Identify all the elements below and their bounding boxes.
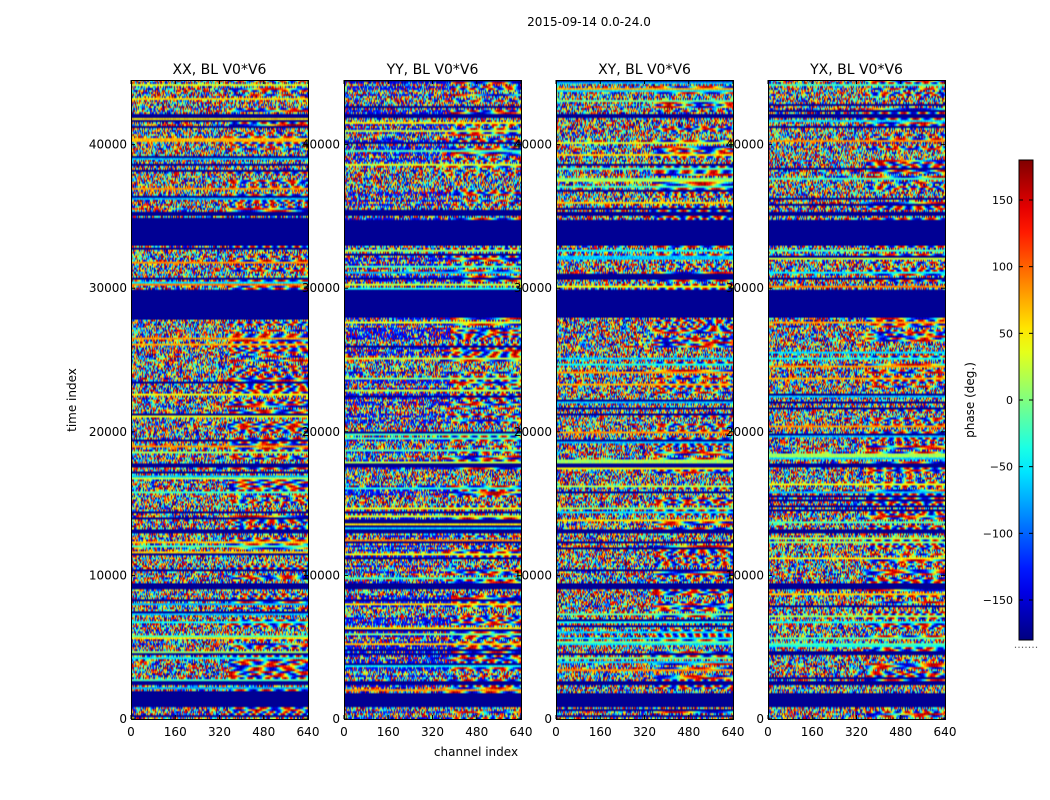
colorbar-tick-label: 50 <box>999 327 1013 340</box>
heatmap-image-yy <box>344 80 521 719</box>
x-tick-label: 320 <box>208 725 231 739</box>
x-tick-label: 0 <box>340 725 348 739</box>
colorbar-label: phase (deg.) <box>963 362 977 438</box>
y-tick-label: 10000 <box>514 568 552 582</box>
x-tick-label: 480 <box>465 725 488 739</box>
panel-xx: XX, BL V0*V6 0 160 320 480 640 0 10000 20000 3000… <box>89 62 320 739</box>
y-tick-label: 20000 <box>726 425 764 439</box>
x-tick-label: 640 <box>722 725 745 739</box>
panel-title: YY, BL V0*V6 <box>386 62 479 78</box>
y-tick-label: 40000 <box>302 138 340 152</box>
y-axis-label: time index <box>65 368 79 432</box>
x-tick-label: 320 <box>845 725 868 739</box>
y-tick-label: 40000 <box>89 138 127 152</box>
x-tick-label: 640 <box>510 725 533 739</box>
y-tick-label: 40000 <box>514 138 552 152</box>
panel-title: XX, BL V0*V6 <box>173 62 267 78</box>
colorbar-tick-label: 100 <box>992 261 1013 274</box>
x-tick-label: 480 <box>889 725 912 739</box>
x-tick-label: 0 <box>764 725 772 739</box>
x-tick-label: 160 <box>801 725 824 739</box>
panel-yy: YY, BL V0*V6 0 160 320 480 640 0 10000 20000 3000… <box>302 62 533 739</box>
y-tick-label: 40000 <box>726 138 764 152</box>
x-tick-label: 0 <box>552 725 560 739</box>
panel-title: YX, BL V0*V6 <box>809 62 903 78</box>
x-tick-label: 640 <box>934 725 957 739</box>
panel-yx: YX, BL V0*V6 0 160 320 480 640 0 10000 20000 3000… <box>726 62 957 739</box>
y-tick-label: 30000 <box>89 281 127 295</box>
x-tick-label: 160 <box>589 725 612 739</box>
heatmap-image-xy <box>556 80 733 719</box>
figure-suptitle: 2015-09-14 0.0-24.0 <box>527 15 651 29</box>
x-tick-label: 0 <box>127 725 135 739</box>
heatmap-image-yx <box>768 80 945 719</box>
y-tick-label: 10000 <box>726 568 764 582</box>
heatmap-image-xx <box>131 80 308 719</box>
colorbar-tick-label: 0 <box>1006 394 1013 407</box>
colorbar-tick-label: −150 <box>983 594 1013 607</box>
x-tick-label: 480 <box>677 725 700 739</box>
panel-xy: XY, BL V0*V6 0 160 320 480 640 0 10000 20000 3000… <box>514 62 745 739</box>
x-tick-label: 320 <box>421 725 444 739</box>
colorbar-tick-label: −50 <box>990 461 1013 474</box>
x-tick-label: 640 <box>297 725 320 739</box>
x-axis-label: channel index <box>434 745 518 759</box>
x-tick-label: 320 <box>633 725 656 739</box>
colorbar-tick-label: −100 <box>983 527 1013 540</box>
y-tick-label: 20000 <box>302 425 340 439</box>
y-tick-label: 30000 <box>514 281 552 295</box>
x-tick-label: 160 <box>164 725 187 739</box>
x-tick-label: 160 <box>377 725 400 739</box>
colorbar-bottom-annotation: ....... <box>1014 638 1038 651</box>
y-tick-label: 30000 <box>726 281 764 295</box>
panels-group: XX, BL V0*V6 0 160 320 480 640 0 10000 20000 3000… <box>89 62 957 739</box>
colorbar: 150 100 50 0 −50 −100 −150....... <box>983 159 1038 651</box>
y-tick-label: 20000 <box>89 425 127 439</box>
x-tick-label: 480 <box>252 725 275 739</box>
colorbar-tick-label: 150 <box>992 194 1013 207</box>
y-tick-label: 20000 <box>514 425 552 439</box>
y-tick-label: 10000 <box>302 568 340 582</box>
y-tick-label: 0 <box>332 712 340 726</box>
y-tick-label: 0 <box>756 712 764 726</box>
panel-title: XY, BL V0*V6 <box>598 62 691 78</box>
y-tick-label: 0 <box>119 712 127 726</box>
y-tick-label: 30000 <box>302 281 340 295</box>
y-tick-label: 0 <box>544 712 552 726</box>
y-tick-label: 10000 <box>89 568 127 582</box>
